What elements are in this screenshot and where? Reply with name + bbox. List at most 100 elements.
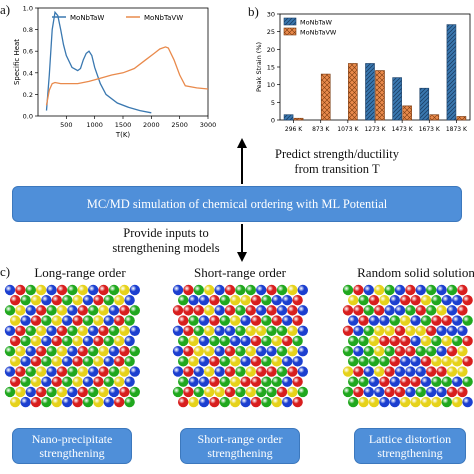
atom bbox=[224, 284, 236, 296]
atom bbox=[261, 294, 272, 306]
atom bbox=[183, 325, 194, 336]
atom bbox=[368, 335, 380, 347]
atom bbox=[129, 325, 140, 336]
atom bbox=[56, 284, 68, 296]
atom bbox=[204, 284, 215, 296]
atom bbox=[358, 396, 369, 408]
atom bbox=[452, 294, 463, 306]
atom bbox=[441, 335, 452, 347]
atom bbox=[282, 294, 293, 306]
atom bbox=[82, 294, 94, 306]
atom bbox=[82, 335, 94, 347]
atom bbox=[4, 386, 16, 398]
atom bbox=[204, 386, 215, 398]
atom bbox=[56, 386, 68, 398]
atom bbox=[374, 366, 385, 377]
x-tick-label: 500 bbox=[60, 121, 72, 129]
atom bbox=[114, 335, 125, 347]
atom bbox=[405, 325, 416, 336]
atom bbox=[172, 325, 184, 336]
atom bbox=[462, 356, 473, 367]
atom bbox=[183, 305, 194, 316]
atom bbox=[256, 386, 267, 398]
atom bbox=[250, 315, 262, 326]
atom bbox=[30, 376, 42, 387]
atom bbox=[20, 315, 31, 326]
legend-label: MoNbTaW bbox=[70, 14, 104, 22]
atom bbox=[282, 396, 293, 408]
atom bbox=[41, 294, 52, 306]
atom bbox=[51, 396, 62, 408]
atom bbox=[405, 386, 416, 398]
atom bbox=[10, 376, 21, 387]
bar-0-3 bbox=[365, 63, 375, 121]
atom bbox=[224, 386, 236, 398]
atom bbox=[214, 366, 225, 377]
atom bbox=[245, 325, 256, 336]
atom bbox=[224, 305, 236, 316]
atom bbox=[384, 366, 395, 377]
atom bbox=[235, 325, 246, 336]
atom bbox=[287, 325, 298, 336]
atom bbox=[62, 356, 73, 367]
atom bbox=[379, 396, 390, 408]
atom bbox=[209, 294, 220, 306]
short-range-order-lattice bbox=[172, 284, 308, 408]
atom bbox=[368, 294, 380, 306]
atom bbox=[25, 284, 36, 296]
atom bbox=[389, 356, 400, 367]
atom bbox=[93, 376, 104, 387]
atom bbox=[178, 294, 189, 306]
atom bbox=[193, 325, 204, 336]
atom bbox=[446, 305, 458, 316]
bar-1-0 bbox=[293, 117, 304, 121]
x-tick-label: 2500 bbox=[171, 121, 188, 129]
atom bbox=[292, 356, 303, 367]
atom bbox=[219, 315, 230, 326]
mechanism-line2: strengthening bbox=[39, 446, 105, 460]
atom bbox=[30, 335, 42, 347]
atom bbox=[193, 345, 204, 357]
atom bbox=[193, 305, 204, 316]
atom bbox=[379, 294, 390, 306]
atom bbox=[261, 315, 272, 326]
atom bbox=[415, 284, 426, 296]
atom bbox=[431, 294, 442, 306]
atom bbox=[348, 315, 359, 326]
atom bbox=[240, 376, 251, 387]
atom bbox=[219, 376, 230, 387]
atom bbox=[394, 345, 406, 357]
atom bbox=[15, 305, 26, 316]
atom bbox=[389, 335, 400, 347]
atom bbox=[374, 284, 385, 296]
atom bbox=[384, 305, 395, 316]
atom bbox=[446, 345, 458, 357]
atom bbox=[389, 396, 400, 408]
y-tick-label: 20 bbox=[267, 46, 275, 54]
atom bbox=[441, 315, 452, 326]
atom bbox=[62, 294, 73, 306]
bar-1-2 bbox=[348, 63, 358, 121]
atom bbox=[36, 345, 47, 357]
predict-caption-line2: from transition T bbox=[294, 162, 380, 176]
peak-strain-chart: 0 5 10 15 20 25 30 Peak Strain (%) 296 K 873 K 107… bbox=[255, 11, 471, 133]
atom bbox=[124, 335, 135, 347]
atom bbox=[240, 315, 251, 326]
atom bbox=[224, 325, 236, 336]
atom bbox=[77, 325, 89, 336]
atom bbox=[36, 386, 47, 398]
atom bbox=[188, 335, 199, 347]
atom bbox=[36, 284, 47, 296]
atom bbox=[457, 386, 468, 398]
atom bbox=[193, 366, 204, 377]
atom bbox=[353, 305, 364, 316]
atom bbox=[114, 315, 125, 326]
atom bbox=[114, 294, 125, 306]
random-solution-lattice bbox=[342, 284, 473, 408]
atom bbox=[441, 376, 452, 387]
x-tick-label: 1073 K bbox=[337, 126, 359, 133]
y-tick-label: 5 bbox=[271, 99, 275, 107]
atom bbox=[224, 366, 236, 377]
atom bbox=[287, 366, 298, 377]
atom bbox=[108, 305, 120, 316]
